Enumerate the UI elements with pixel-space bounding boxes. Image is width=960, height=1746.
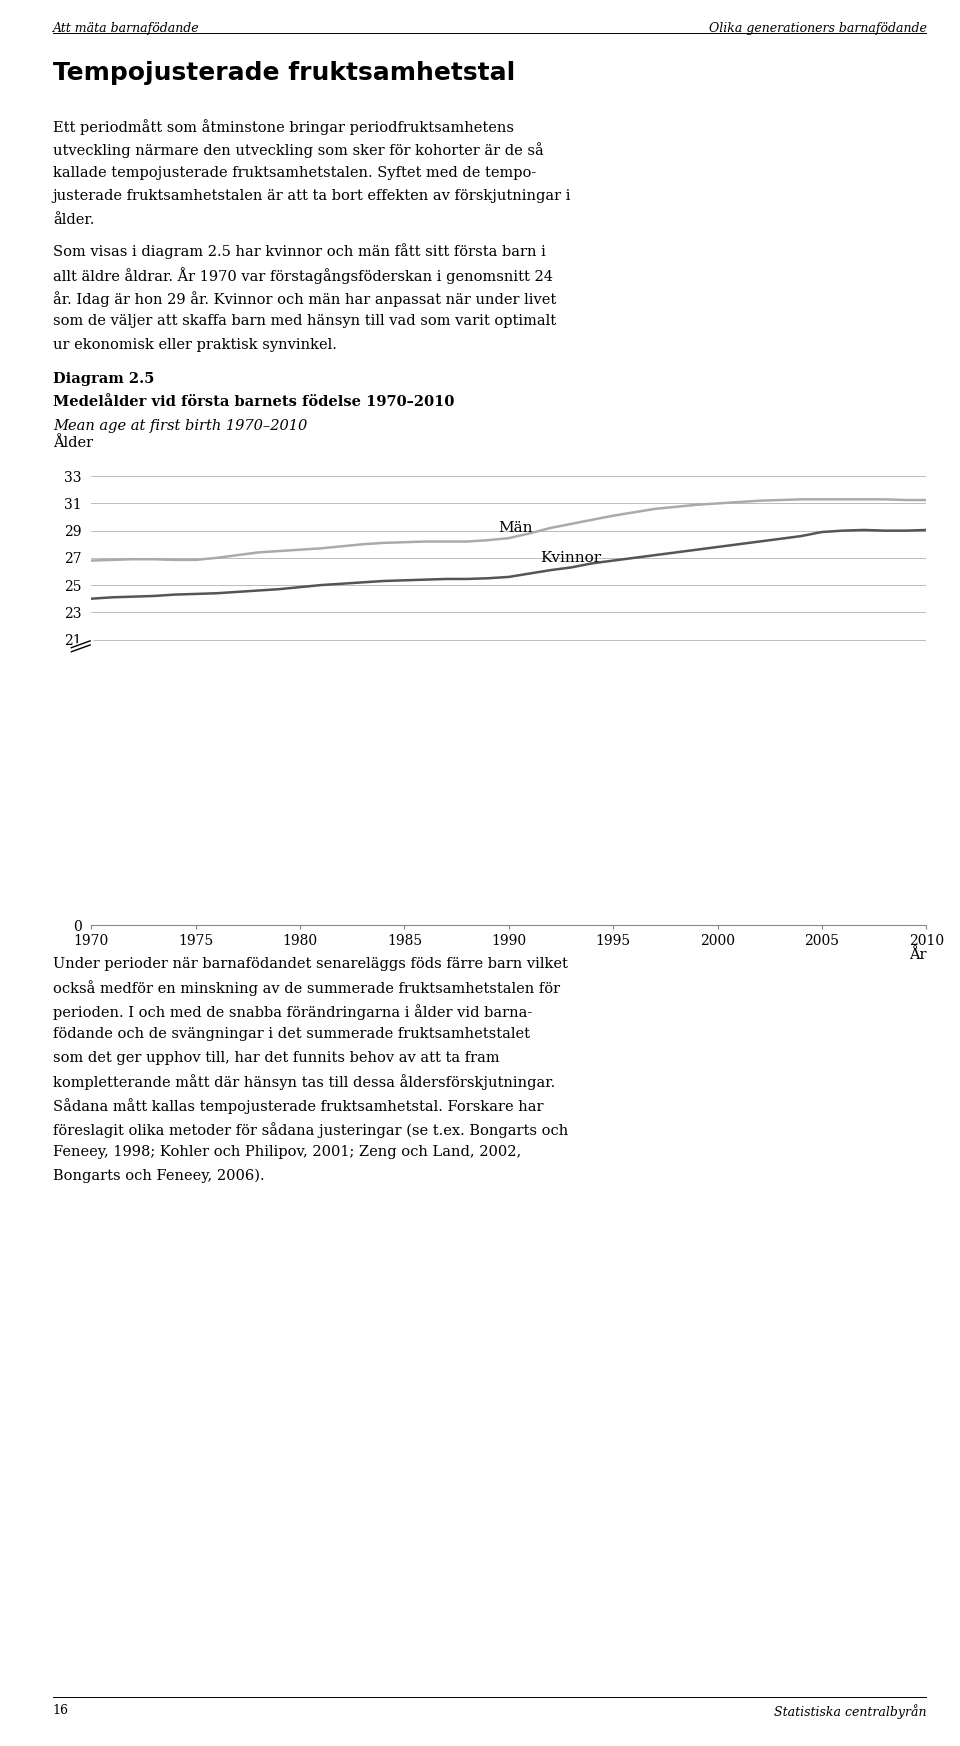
Text: Under perioder när barnafödandet senareläggs föds färre barn vilket: Under perioder när barnafödandet senarel… bbox=[53, 957, 567, 971]
Text: Kvinnor: Kvinnor bbox=[540, 550, 601, 564]
Text: ur ekonomisk eller praktisk synvinkel.: ur ekonomisk eller praktisk synvinkel. bbox=[53, 337, 337, 353]
Text: som de väljer att skaffa barn med hänsyn till vad som varit optimalt: som de väljer att skaffa barn med hänsyn… bbox=[53, 314, 556, 328]
Text: Som visas i diagram 2.5 har kvinnor och män fått sitt första barn i: Som visas i diagram 2.5 har kvinnor och … bbox=[53, 243, 545, 260]
Text: föreslagit olika metoder för sådana justeringar (se t.ex. Bongarts och: föreslagit olika metoder för sådana just… bbox=[53, 1121, 568, 1138]
Text: allt äldre åldrar. År 1970 var förstagångsföderskan i genomsnitt 24: allt äldre åldrar. År 1970 var förstagån… bbox=[53, 267, 553, 285]
Text: utveckling närmare den utveckling som sker för kohorter är de så: utveckling närmare den utveckling som sk… bbox=[53, 141, 543, 159]
Text: Feneey, 1998; Kohler och Philipov, 2001; Zeng och Land, 2002,: Feneey, 1998; Kohler och Philipov, 2001;… bbox=[53, 1145, 521, 1159]
Text: Bongarts och Feneey, 2006).: Bongarts och Feneey, 2006). bbox=[53, 1168, 264, 1184]
Text: Mean age at first birth 1970–2010: Mean age at first birth 1970–2010 bbox=[53, 419, 307, 433]
Text: som det ger upphov till, har det funnits behov av att ta fram: som det ger upphov till, har det funnits… bbox=[53, 1051, 499, 1065]
Text: justerade fruktsamhetstalen är att ta bort effekten av förskjutningar i: justerade fruktsamhetstalen är att ta bo… bbox=[53, 189, 571, 204]
Text: Sådana mått kallas tempojusterade fruktsamhetstal. Forskare har: Sådana mått kallas tempojusterade frukts… bbox=[53, 1098, 543, 1114]
Text: Medelålder vid första barnets födelse 1970–2010: Medelålder vid första barnets födelse 19… bbox=[53, 395, 454, 410]
Text: kallade tempojusterade fruktsamhetstalen. Syftet med de tempo-: kallade tempojusterade fruktsamhetstalen… bbox=[53, 166, 536, 180]
Text: perioden. I och med de snabba förändringarna i ålder vid barna-: perioden. I och med de snabba förändring… bbox=[53, 1004, 532, 1020]
Text: ålder.: ålder. bbox=[53, 213, 94, 227]
Text: födande och de svängningar i det summerade fruktsamhetstalet: födande och de svängningar i det summera… bbox=[53, 1027, 530, 1041]
Text: Ett periodmått som åtminstone bringar periodfruktsamhetens: Ett periodmått som åtminstone bringar pe… bbox=[53, 119, 514, 134]
Text: också medför en minskning av de summerade fruktsamhetstalen för: också medför en minskning av de summerad… bbox=[53, 980, 560, 997]
Text: Statistiska centralbyrån: Statistiska centralbyrån bbox=[774, 1704, 926, 1720]
Text: Att mäta barnafödande: Att mäta barnafödande bbox=[53, 21, 200, 35]
Text: år. Idag är hon 29 år. Kvinnor och män har anpassat när under livet: år. Idag är hon 29 år. Kvinnor och män h… bbox=[53, 290, 556, 307]
Text: Tempojusterade fruktsamhetstal: Tempojusterade fruktsamhetstal bbox=[53, 61, 516, 86]
Text: År: År bbox=[909, 948, 926, 962]
Text: kompletterande mått där hänsyn tas till dessa åldersförskjutningar.: kompletterande mått där hänsyn tas till … bbox=[53, 1074, 555, 1091]
Text: Män: Män bbox=[498, 522, 533, 536]
Text: Diagram 2.5: Diagram 2.5 bbox=[53, 372, 155, 386]
Text: Ålder: Ålder bbox=[53, 436, 93, 450]
Text: Olika generationers barnafödande: Olika generationers barnafödande bbox=[708, 21, 926, 35]
Text: 16: 16 bbox=[53, 1704, 69, 1716]
